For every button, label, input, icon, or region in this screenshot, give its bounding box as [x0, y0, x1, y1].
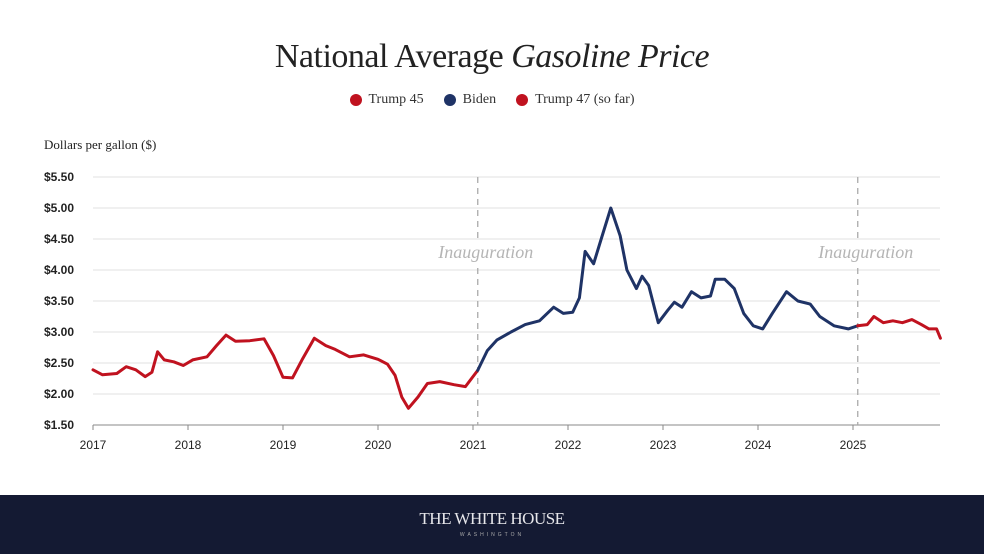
x-tick-label: 2022: [555, 438, 582, 452]
y-tick-label: $3.50: [44, 294, 74, 308]
inauguration-label: Inauguration: [437, 242, 533, 262]
x-tick-label: 2025: [840, 438, 867, 452]
title-italic: Gasoline Price: [511, 38, 710, 75]
legend-dot: [443, 94, 456, 106]
inauguration-label: Inauguration: [817, 242, 913, 262]
legend-label: Trump 45: [368, 92, 424, 107]
legend-item-trump-47: Trump 47 (so far): [516, 92, 635, 108]
logo-subtitle: WASHINGTON: [459, 532, 525, 538]
series-line-trump-47-so-far: [856, 315, 942, 340]
legend-dot: [516, 94, 529, 106]
legend-dot: [349, 94, 362, 106]
legend-label: Trump 47 (so far): [535, 92, 635, 107]
legend-item-trump-45: Trump 45: [349, 92, 424, 108]
legend: Trump 45 Biden Trump 47 (so far): [0, 92, 984, 108]
x-tick-label: 2023: [650, 438, 677, 452]
chart-title: National Average Gasoline Price: [0, 38, 984, 76]
y-tick-label: $5.50: [44, 170, 74, 184]
x-tick-label: 2018: [175, 438, 202, 452]
y-tick-label: $4.00: [44, 263, 74, 277]
series-line-trump-45: [91, 333, 480, 410]
x-tick-label: 2021: [460, 438, 487, 452]
y-tick-label: $4.50: [44, 232, 74, 246]
y-tick-label: $3.00: [44, 325, 74, 339]
x-tick-label: 2020: [365, 438, 392, 452]
y-tick-label: $5.00: [44, 201, 74, 215]
y-tick-label: $2.00: [44, 387, 74, 401]
series-line-biden: [476, 206, 860, 372]
legend-label: Biden: [462, 92, 497, 107]
line-chart: $5.50 $5.00 $4.50 $4.00 $3.50 $3.00 $2.50 $2.00…: [44, 170, 942, 452]
x-tick-label: 2024: [745, 438, 772, 452]
y-tick-label: $1.50: [44, 418, 74, 432]
y-axis-label: Dollars per gallon ($): [44, 137, 157, 152]
x-tick-label: 2017: [80, 438, 107, 452]
white-house-logo: THE WHITE HOUSE: [419, 509, 565, 528]
legend-item-biden: Biden: [443, 92, 497, 108]
title-main: National Average: [274, 38, 504, 75]
x-tick-label: 2019: [270, 438, 297, 452]
y-tick-label: $2.50: [44, 356, 74, 370]
footer: THE WHITE HOUSE WASHINGTON: [0, 495, 984, 554]
